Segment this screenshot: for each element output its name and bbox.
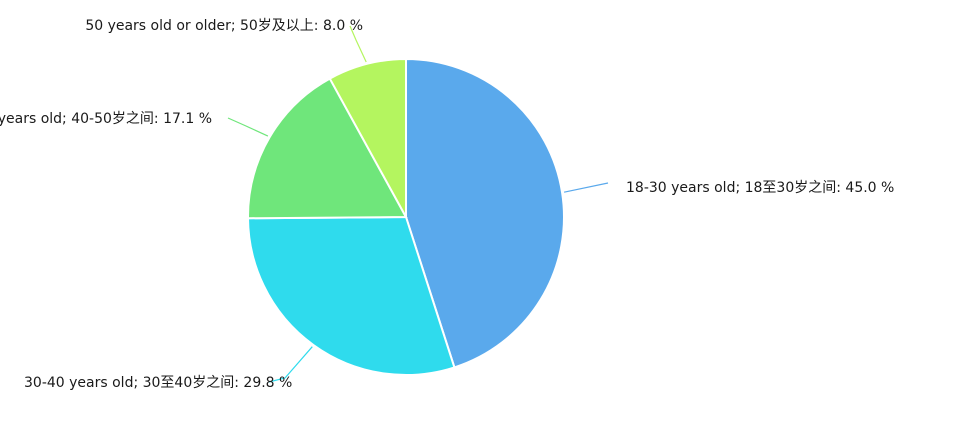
pie-slice-50-years-old-or-older[interactable] <box>328 57 407 218</box>
leader-line-18-30-years-old <box>563 182 609 193</box>
slice-label-50-years-old-or-older: 50 years old or older; 50岁及以上: 8.0 % <box>85 18 363 34</box>
slice-label-18-30-years-old: 18-30 years old; 18至30岁之间: 45.0 % <box>626 180 894 196</box>
slice-label-30-40-years-old: 30-40 years old; 30至40岁之间: 29.8 % <box>24 375 292 391</box>
leader-line-30-40-years-old <box>268 346 313 383</box>
leader-line-40-50-years-old <box>227 117 269 137</box>
leader-line-50-years-old-or-older <box>349 25 367 63</box>
pie-slice-18-30-years-old[interactable] <box>405 57 565 369</box>
pie-slice-30-40-years-old[interactable] <box>246 215 456 376</box>
slice-label-40-50-years-old: 40-50 years old; 40-50岁之间: 17.1 % <box>0 111 212 127</box>
leader-lines <box>227 25 609 383</box>
slice-labels: 18-30 years old; 18至30岁之间: 45.0 % 30-40 y… <box>0 18 894 391</box>
pie-slices <box>246 57 565 376</box>
pie-slice-40-50-years-old[interactable] <box>246 77 408 220</box>
